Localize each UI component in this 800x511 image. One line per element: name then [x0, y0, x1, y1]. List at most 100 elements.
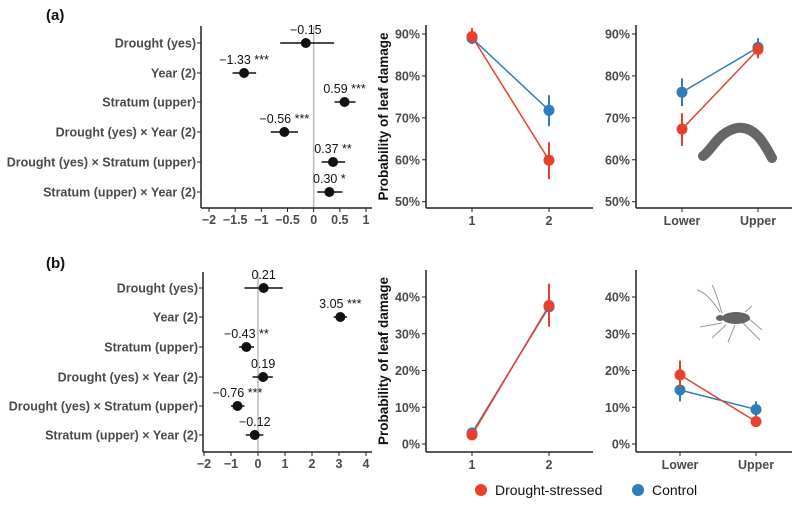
- y-tick-label: 90%: [395, 28, 420, 42]
- y-tick-label: 60%: [605, 153, 630, 167]
- term-label: Drought (yes) × Stratum (upper): [7, 156, 196, 170]
- estimate-label: −1.33 ***: [219, 53, 269, 67]
- y-tick-label: 10%: [605, 401, 630, 415]
- y-tick-label: 30%: [395, 327, 420, 341]
- y-tick-label: 70%: [605, 111, 630, 125]
- x-tick-label: −1: [224, 457, 238, 471]
- x-tick-label: 1: [363, 213, 370, 227]
- legend-drought-swatch: [475, 484, 487, 496]
- y-tick-label: 20%: [395, 364, 420, 378]
- y-tick-label: 60%: [395, 153, 420, 167]
- drought-point: [466, 31, 478, 43]
- legend-control-swatch: [632, 484, 644, 496]
- y-tick-label: 30%: [605, 327, 630, 341]
- estimate-point: [328, 157, 339, 167]
- y-axis-title: Probability of leaf damage: [376, 32, 391, 201]
- term-label: Drought (yes): [117, 282, 198, 296]
- estimate-label: 3.05 ***: [319, 297, 362, 311]
- x-tick-label: −2: [197, 457, 211, 471]
- estimate-point: [249, 430, 260, 440]
- legend: Drought-stressed Control: [475, 482, 697, 498]
- drought-series-line: [471, 36, 550, 161]
- y-tick-label: 40%: [605, 291, 630, 305]
- drought-point: [543, 154, 555, 166]
- x-tick-label: 1: [282, 457, 289, 471]
- y-tick-label: 20%: [605, 364, 630, 378]
- x-tick-label: −1.5: [223, 213, 248, 227]
- drought-point: [466, 429, 478, 441]
- estimate-point: [241, 342, 252, 352]
- estimate-point: [324, 187, 335, 197]
- estimate-label: 0.30 *: [313, 172, 346, 186]
- panel-label: (a): [46, 7, 64, 24]
- term-label: Stratum (upper) × Year (2): [43, 186, 196, 200]
- x-tick-label: 3: [336, 457, 343, 471]
- estimate-label: −0.76 ***: [213, 386, 263, 400]
- term-label: Stratum (upper) × Year (2): [45, 429, 198, 443]
- y-tick-label: 50%: [605, 195, 630, 209]
- term-label: Year (2): [151, 67, 196, 81]
- y-tick-label: 10%: [395, 401, 420, 415]
- drought-series-line: [679, 374, 757, 423]
- y-tick-label: 50%: [395, 195, 420, 209]
- drought-point: [676, 123, 688, 135]
- drought-series-line: [471, 305, 550, 436]
- control-series-line: [681, 46, 759, 93]
- term-label: Drought (yes) × Stratum (upper): [9, 400, 198, 414]
- x-tick-label: Lower: [662, 458, 699, 472]
- drought-point: [752, 44, 764, 56]
- x-tick-label: 0: [255, 457, 262, 471]
- estimate-label: −0.56 ***: [260, 112, 310, 126]
- estimate-point: [339, 97, 350, 107]
- x-tick-label: 2: [546, 214, 553, 228]
- term-label: Drought (yes) × Year (2): [56, 126, 196, 140]
- term-label: Drought (yes): [115, 37, 196, 51]
- y-tick-label: 70%: [395, 111, 420, 125]
- control-point: [676, 86, 688, 98]
- legend-drought-label: Drought-stressed: [495, 482, 602, 498]
- y-tick-label: 90%: [605, 28, 630, 42]
- x-tick-label: 0.5: [331, 213, 348, 227]
- term-label: Drought (yes) × Year (2): [58, 371, 198, 385]
- x-tick-label: −0.5: [275, 213, 300, 227]
- caterpillar-icon: [698, 122, 777, 163]
- control-series-line: [471, 37, 550, 111]
- x-tick-label: 1: [469, 214, 476, 228]
- x-tick-label: 4: [363, 457, 370, 471]
- chart-layer: (a) −2 −1.5 −1 −0.5 0 0.5 1 Drought (yes) −0.15 Ye…: [7, 7, 792, 472]
- y-tick-label: 0%: [402, 438, 420, 452]
- estimate-label: −0.43 **: [224, 327, 269, 341]
- estimate-point: [300, 38, 311, 48]
- estimate-label: −0.12: [239, 415, 271, 429]
- estimate-label: 0.21: [251, 268, 275, 282]
- estimate-point: [232, 401, 243, 411]
- control-series-line: [679, 389, 757, 411]
- panel-label: (b): [46, 255, 65, 272]
- x-tick-label: −2: [202, 213, 216, 227]
- estimate-point: [279, 127, 290, 137]
- x-tick-label: −1: [254, 213, 268, 227]
- estimate-label: 0.59 ***: [323, 82, 366, 96]
- y-tick-label: 80%: [605, 69, 630, 83]
- drought-point: [674, 369, 686, 381]
- term-label: Stratum (upper): [104, 341, 198, 355]
- drought-point: [750, 416, 762, 428]
- x-tick-label: 2: [309, 457, 316, 471]
- x-tick-label: 2: [546, 458, 553, 472]
- drought-point: [543, 299, 555, 311]
- x-tick-label: 0: [310, 213, 317, 227]
- estimate-point: [335, 312, 346, 322]
- drought-series-line: [681, 48, 759, 130]
- y-tick-label: 0%: [612, 438, 630, 452]
- aphid-icon: [696, 284, 763, 343]
- control-point: [543, 104, 555, 116]
- estimate-point: [258, 372, 269, 382]
- control-point: [750, 403, 762, 415]
- y-axis-title: Probability of leaf damage: [376, 276, 391, 445]
- x-tick-label: 1: [469, 458, 476, 472]
- estimate-label: 0.37 **: [314, 142, 352, 156]
- term-label: Year (2): [153, 311, 198, 325]
- term-label: Stratum (upper): [102, 96, 196, 110]
- control-point: [674, 384, 686, 396]
- y-tick-label: 80%: [395, 69, 420, 83]
